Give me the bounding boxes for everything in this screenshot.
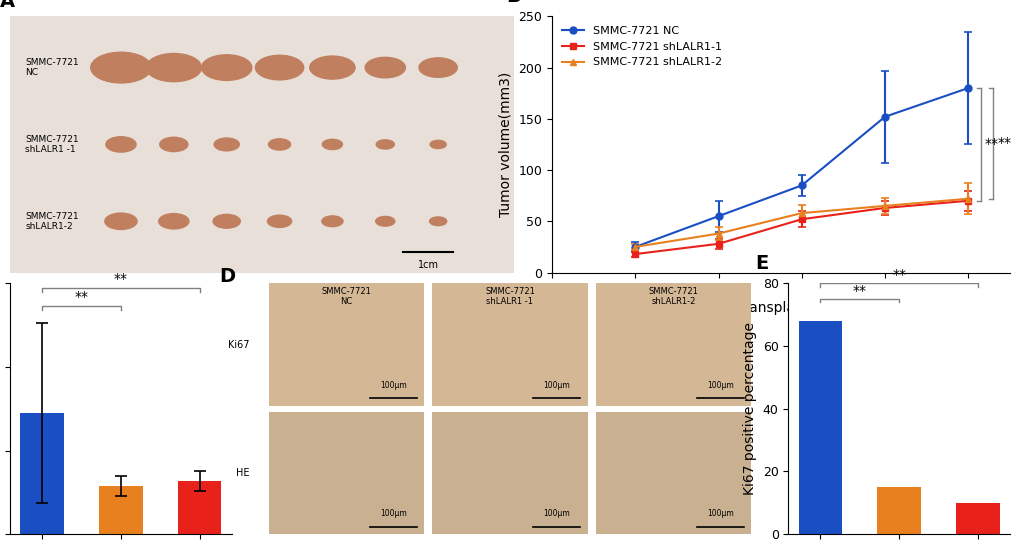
- Text: 100μm: 100μm: [543, 509, 570, 518]
- Text: **: **: [74, 290, 89, 304]
- Text: SMMC-7721
shLALR1-2: SMMC-7721 shLALR1-2: [25, 211, 78, 231]
- Circle shape: [146, 53, 202, 82]
- Text: D: D: [219, 267, 235, 286]
- Text: SMMC-7721
NC: SMMC-7721 NC: [25, 58, 78, 77]
- Text: 100μm: 100μm: [379, 509, 407, 518]
- Text: Ki67: Ki67: [228, 340, 250, 349]
- FancyBboxPatch shape: [10, 16, 514, 272]
- Circle shape: [419, 58, 457, 77]
- Bar: [178, 481, 221, 534]
- Text: **: **: [852, 283, 866, 298]
- Circle shape: [255, 55, 304, 80]
- Text: 100μm: 100μm: [706, 509, 733, 518]
- Circle shape: [267, 215, 291, 227]
- Y-axis label: Ki67 positive percentage: Ki67 positive percentage: [743, 322, 756, 495]
- Legend: SMMC-7721 NC, SMMC-7721 shLALR1-1, SMMC-7721 shLALR1-2: SMMC-7721 NC, SMMC-7721 shLALR1-1, SMMC-…: [557, 22, 727, 72]
- Text: SMMC-7721
shLALR1 -1: SMMC-7721 shLALR1 -1: [485, 287, 534, 306]
- Circle shape: [159, 214, 189, 229]
- Circle shape: [322, 216, 342, 227]
- Text: 1cm: 1cm: [417, 259, 438, 270]
- Y-axis label: Tumor volume(mm3): Tumor volume(mm3): [498, 72, 513, 217]
- Circle shape: [214, 138, 239, 151]
- Text: 100μm: 100μm: [379, 381, 407, 390]
- Bar: [876, 487, 920, 534]
- Bar: [99, 486, 143, 534]
- Text: B: B: [505, 0, 521, 6]
- Circle shape: [202, 55, 252, 81]
- Text: 100μm: 100μm: [706, 381, 733, 390]
- Bar: [798, 321, 841, 534]
- Text: **: **: [114, 272, 127, 286]
- Circle shape: [105, 213, 137, 229]
- Text: SMMC-7721
shLALR1 -1: SMMC-7721 shLALR1 -1: [25, 135, 78, 154]
- Circle shape: [365, 57, 405, 78]
- Text: E: E: [754, 255, 767, 274]
- Circle shape: [429, 217, 446, 226]
- Text: 100μm: 100μm: [543, 381, 570, 390]
- Text: SMMC-7721
NC: SMMC-7721 NC: [321, 287, 371, 306]
- Text: **: **: [984, 137, 998, 152]
- Circle shape: [375, 216, 394, 226]
- Bar: [956, 502, 999, 534]
- Circle shape: [430, 140, 445, 149]
- Text: HE: HE: [236, 468, 250, 478]
- Circle shape: [268, 139, 290, 150]
- Text: SMMC-7721
shLALR1-2: SMMC-7721 shLALR1-2: [648, 287, 698, 306]
- Circle shape: [91, 52, 151, 83]
- Text: A: A: [0, 0, 15, 11]
- Circle shape: [376, 140, 394, 149]
- Circle shape: [106, 137, 136, 152]
- Text: **: **: [997, 136, 1010, 150]
- Text: **: **: [892, 268, 905, 282]
- Circle shape: [213, 214, 240, 228]
- Circle shape: [322, 140, 342, 149]
- Circle shape: [310, 56, 355, 79]
- X-axis label: Time after transplantation(weeks): Time after transplantation(weeks): [661, 301, 899, 315]
- Bar: [20, 413, 63, 534]
- Circle shape: [160, 137, 187, 152]
